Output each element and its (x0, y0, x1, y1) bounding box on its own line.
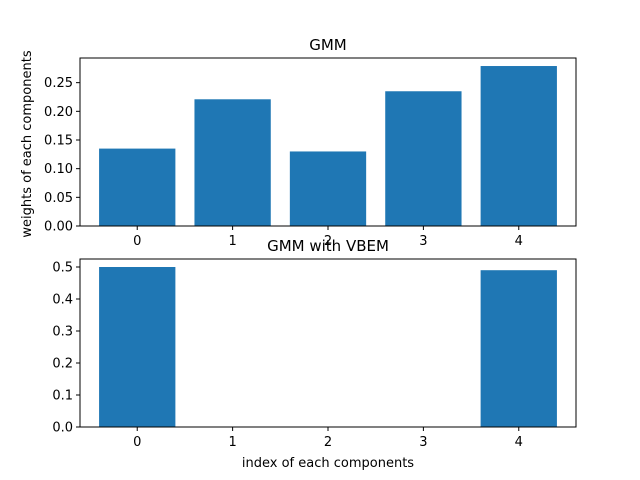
y-tick-label: 0.5 (52, 261, 73, 276)
gmm-vbem-bars (99, 267, 557, 427)
x-tick-label: 3 (419, 435, 427, 450)
x-tick-label: 3 (419, 234, 427, 249)
gmm-vbem-axes-frame (79, 258, 577, 428)
gmm-x-axis-ticks: 0 1 2 3 4 (133, 226, 523, 249)
gmm-title: GMM (309, 36, 347, 54)
x-tick-label: 1 (228, 234, 236, 249)
x-tick-label: 4 (515, 234, 523, 249)
y-tick-label: 0.1 (52, 389, 73, 404)
gmm-axes-frame (79, 57, 577, 227)
bar-0 (99, 267, 176, 427)
y-tick-label: 0.2 (52, 357, 73, 372)
gmm-subplot: 0.00 0.05 0.10 0.15 0.20 0.25 0 1 2 3 4 GMM weigh… (20, 36, 577, 249)
gmm-vbem-subplot: 0.0 0.1 0.2 0.3 0.4 0.5 0 1 2 3 4 GMM with VBEM i… (52, 237, 577, 471)
y-tick-label: 0.00 (44, 220, 73, 235)
gmm-y-axis-label: weights of each components (20, 50, 35, 237)
gmm-bars (99, 66, 557, 226)
y-tick-label: 0.05 (44, 191, 73, 206)
bar-4 (480, 66, 557, 226)
bar-4 (480, 270, 557, 427)
x-tick-label: 1 (228, 435, 236, 450)
y-tick-label: 0.15 (44, 133, 73, 148)
y-tick-label: 0.0 (52, 421, 73, 436)
y-tick-label: 0.10 (44, 162, 73, 177)
y-tick-label: 0.4 (52, 293, 73, 308)
bar-2 (289, 151, 367, 226)
bar-3 (385, 91, 462, 226)
bar-0 (99, 148, 176, 226)
x-tick-label: 0 (133, 435, 141, 450)
gmm-vbem-x-axis-label: index of each components (242, 456, 414, 471)
gmm-vbem-title: GMM with VBEM (267, 237, 389, 255)
y-tick-label: 0.20 (44, 105, 73, 120)
y-tick-label: 0.3 (52, 325, 73, 340)
gmm-vbem-x-axis-ticks: 0 1 2 3 4 (133, 427, 523, 450)
y-tick-label: 0.25 (44, 76, 73, 91)
bar-1 (194, 99, 271, 226)
gmm-vbem-y-axis-ticks: 0.0 0.1 0.2 0.3 0.4 0.5 (52, 261, 80, 436)
gmm-y-axis-ticks: 0.00 0.05 0.10 0.15 0.20 0.25 (44, 76, 80, 235)
x-tick-label: 0 (133, 234, 141, 249)
x-tick-label: 2 (324, 435, 332, 450)
x-tick-label: 2 (324, 234, 332, 249)
x-tick-label: 4 (515, 435, 523, 450)
